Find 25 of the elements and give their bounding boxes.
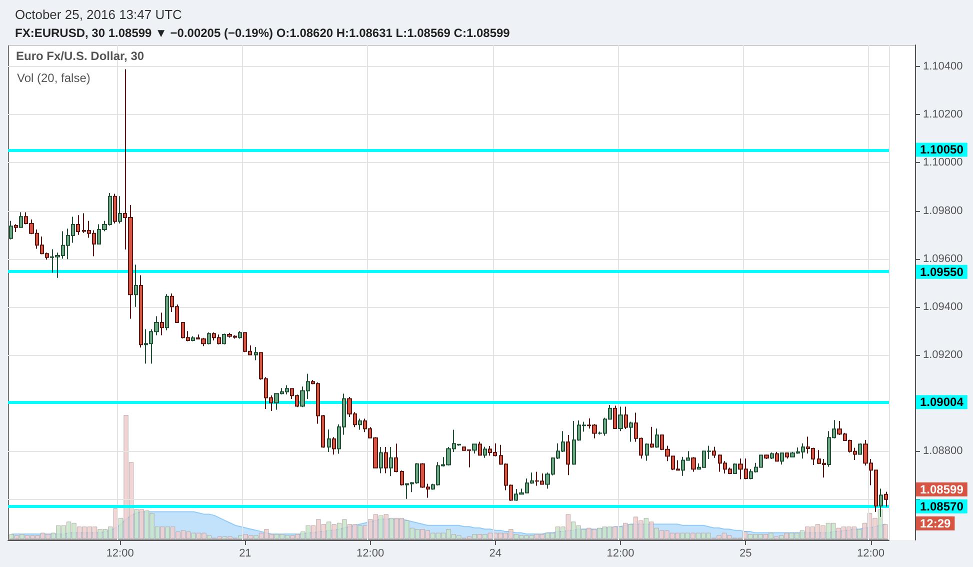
annotation: Euro Fx/U.S. Dollar, 30 [16,49,144,63]
y-tick-label: 1.09400 [923,300,963,313]
ref-line-label: 1.09004 [920,395,964,410]
x-tick-label: 25 [740,548,752,560]
y-tick-label: 1.09800 [923,204,963,217]
x-tick-label: 12:00 [606,548,634,560]
y-tick-label: 1.09200 [923,348,963,361]
chart-title: Vol (20, false) [17,71,90,85]
y-tick-label: 1.10000 [923,156,963,169]
ref-line-label: 1.09550 [920,264,964,279]
y-tick-label: 1.10400 [923,60,963,73]
chart-title: FX:EURUSD, 30 1.08599 ▼ −0.00205 (−0.19%) O:1.08620 H:1.08631 L:1.08569 C:1.08599 [15,26,510,40]
x-tick-label: 21 [239,548,252,560]
text: 1.08599 [920,482,964,496]
ref-line-label: 1.10050 [920,142,964,157]
chart-subtitle: October 25, 2016 13:47 UTC [15,7,182,22]
x-tick-label: 12:00 [106,548,134,560]
y-tick-label: 1.09600 [923,252,963,265]
x-tick-label: 24 [489,548,502,560]
y-tick-label: 1.08800 [923,445,963,458]
y-tick-label: 1.10200 [923,108,963,121]
text: 12:29 [920,516,952,530]
ref-line-label: 1.08570 [920,499,964,514]
x-tick-label: 12:00 [856,548,885,560]
x-tick-label: 12:00 [356,548,384,560]
